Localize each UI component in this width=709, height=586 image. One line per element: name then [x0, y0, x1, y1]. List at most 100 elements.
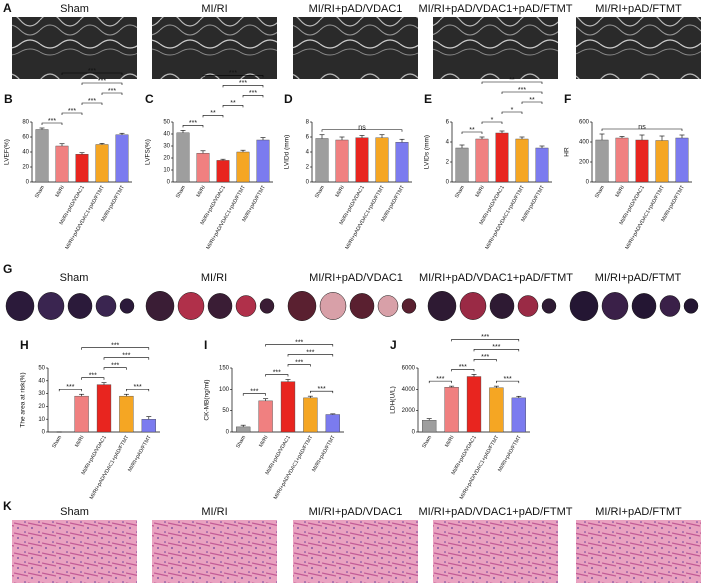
group-label: Sham: [60, 272, 89, 284]
significance-bracket: [601, 128, 683, 131]
panel-letter: G: [3, 262, 12, 276]
x-tick-label: MI/RI+pAD/VDAC1+pAD/FTMT: [64, 184, 106, 251]
y-tick-label: 150: [219, 366, 230, 372]
y-tick-label: 40: [163, 132, 170, 138]
significance-label: ***: [295, 339, 303, 346]
x-tick-label: MI/RI+pAD/VDAC1+pAD/FTMT: [205, 184, 247, 251]
group-label: Sham: [60, 3, 89, 15]
histology-image: [12, 520, 137, 583]
panel-letter: B: [4, 92, 13, 106]
bar: [75, 154, 89, 183]
significance-bracket: [481, 81, 543, 84]
significance-bracket: [81, 347, 150, 350]
significance-label: ***: [518, 87, 526, 94]
error-bar: [146, 416, 152, 420]
y-tick-label: 60: [22, 135, 29, 141]
bar: [115, 134, 129, 183]
bar: [74, 395, 89, 433]
significance-bracket: [496, 380, 520, 384]
group-label: MI/RI: [201, 506, 227, 518]
panel-letter: A: [3, 1, 12, 15]
bar: [95, 144, 109, 183]
significance-label: ***: [88, 98, 96, 105]
significance-label: *: [491, 117, 494, 124]
significance-bracket: [126, 388, 150, 392]
bar: [119, 395, 134, 433]
significance-label: ***: [134, 384, 142, 391]
bar: [315, 138, 329, 183]
heart-slice: [145, 291, 175, 321]
significance-label: ***: [481, 334, 489, 341]
heart-slice: [67, 293, 93, 319]
bar: [444, 387, 459, 433]
significance-label: ***: [436, 376, 444, 383]
significance-label: ***: [68, 108, 76, 115]
panel-letter: C: [145, 92, 154, 106]
significance-label: ***: [295, 359, 303, 366]
heart-slice: [37, 292, 65, 320]
significance-label: ***: [111, 343, 119, 350]
significance-bracket: [473, 359, 497, 362]
histology-image: [293, 520, 418, 583]
x-tick-label: MI/RI: [258, 435, 269, 449]
error-bar: [79, 393, 85, 397]
significance-label: ***: [229, 70, 237, 77]
y-tick-label: 6: [306, 135, 310, 141]
y-tick-label: 40: [22, 150, 29, 156]
bar: [466, 376, 482, 433]
bar: [395, 142, 409, 183]
group-label: MI/RI+pAD/VDAC1: [309, 506, 403, 518]
significance-bracket: [265, 374, 289, 377]
y-axis-label: LVFS(%): [145, 139, 152, 165]
heart-slice: [259, 298, 275, 314]
error-bar: [263, 398, 269, 401]
x-tick-label: Sham: [454, 185, 466, 200]
significance-bracket: [41, 122, 63, 125]
bar: [635, 139, 649, 183]
y-tick-label: 6: [446, 120, 450, 126]
error-bar: [119, 132, 125, 135]
y-tick-label: 6000: [402, 366, 416, 372]
error-bar: [285, 379, 291, 382]
error-bar: [307, 395, 313, 398]
heart-slice: [683, 298, 699, 314]
error-bar: [379, 134, 385, 138]
significance-label: **: [529, 97, 535, 104]
significance-bracket: [222, 85, 264, 88]
bar: [196, 152, 210, 183]
x-tick-label: MI/RI+pAD/VDAC1+pAD/FTMT: [484, 184, 526, 251]
y-tick-label: 30: [38, 391, 45, 397]
significance-label: ***: [504, 376, 512, 383]
histology-image: [576, 520, 701, 583]
significance-bracket: [103, 367, 127, 370]
bar: [325, 414, 340, 433]
y-tick-label: 50: [222, 408, 229, 414]
bar: [475, 138, 489, 183]
heart-slice: [5, 291, 35, 321]
significance-label: **: [509, 77, 515, 84]
x-tick-label: MI/RI+pAD/VDAC1+pAD/FTMT: [344, 184, 386, 251]
y-axis-label: CK-MB(ng/ml): [204, 379, 211, 420]
significance-label: ns: [638, 124, 646, 131]
group-label: MI/RI: [201, 3, 227, 15]
significance-bracket: [58, 388, 82, 392]
significance-label: ***: [108, 88, 116, 95]
y-axis-label: LVIDs (mm): [424, 135, 431, 169]
bar: [495, 132, 509, 183]
x-tick-label: Sham: [421, 435, 433, 450]
y-tick-label: 600: [579, 120, 590, 126]
y-tick-label: 0: [446, 180, 450, 186]
y-tick-label: 0: [412, 430, 416, 436]
heart-slice: [517, 295, 539, 317]
significance-label: ***: [459, 364, 467, 371]
y-tick-label: 0: [167, 180, 171, 186]
error-bar: [79, 152, 85, 155]
heart-slice: [427, 291, 457, 321]
y-tick-label: 80: [22, 120, 29, 126]
x-tick-label: MI/RI+pAD/FTMT: [127, 434, 153, 473]
error-bar: [220, 158, 226, 161]
significance-label: ***: [318, 386, 326, 393]
error-bar: [330, 413, 336, 415]
error-bar: [659, 135, 665, 141]
panel-letter: D: [284, 92, 293, 106]
